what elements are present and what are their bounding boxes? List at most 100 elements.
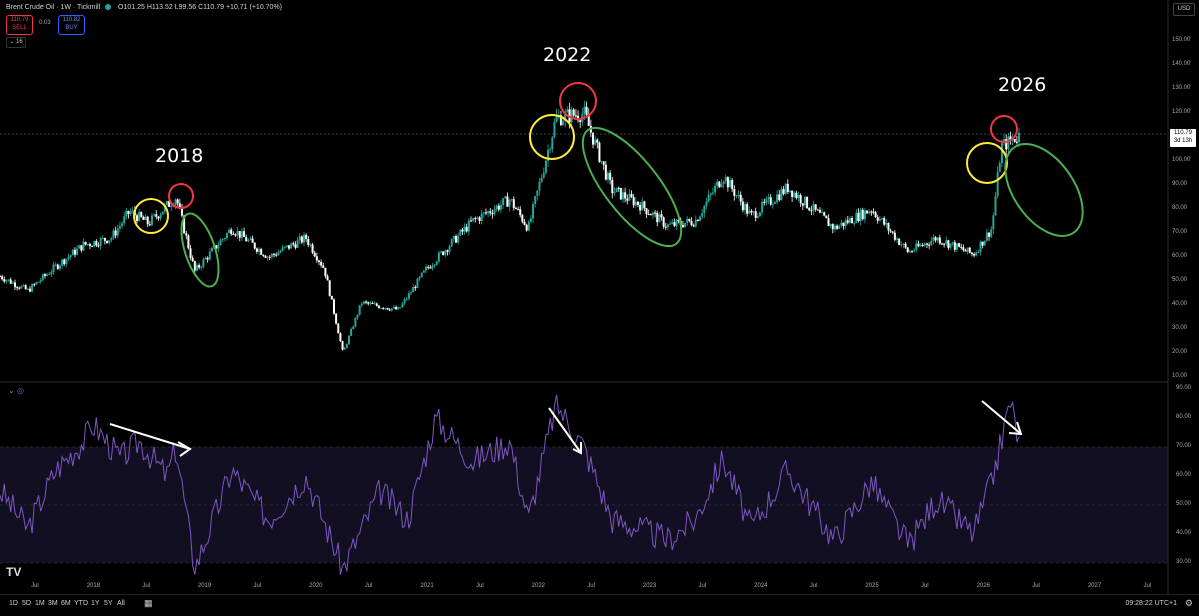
sell-label: SELL	[12, 25, 27, 31]
candle-body	[309, 244, 312, 246]
buy-button[interactable]: 110.82 BUY	[58, 15, 85, 35]
candle-body	[168, 200, 171, 207]
candle-body	[825, 215, 828, 219]
candle-body	[159, 214, 162, 219]
candle-body	[73, 249, 76, 255]
candle-body	[88, 243, 91, 246]
gear-icon[interactable]: ⚙	[1184, 598, 1193, 608]
candle-body	[938, 237, 941, 244]
candle-body	[544, 160, 547, 173]
candle-body	[778, 194, 781, 201]
candle-body	[898, 238, 901, 245]
candle-body	[178, 203, 181, 208]
candle-body	[555, 115, 558, 123]
candle-body	[228, 229, 231, 234]
candle-body	[11, 282, 14, 284]
candle-body	[362, 301, 365, 304]
candle-body	[236, 231, 239, 236]
range-button-5d[interactable]: 5D	[22, 600, 31, 607]
candle-body	[80, 245, 83, 251]
range-button-1y[interactable]: 1Y	[91, 600, 100, 607]
candle-body	[791, 190, 794, 197]
candle-body	[46, 274, 49, 276]
candle-body	[887, 223, 890, 231]
symbol-title[interactable]: Brent Crude Oil · 1W · Tickmill	[6, 4, 101, 11]
range-button-5y[interactable]: 5Y	[104, 600, 113, 607]
candle-body	[499, 204, 502, 210]
candle-body	[953, 242, 956, 250]
candle-body	[198, 265, 201, 268]
candle-body	[703, 205, 706, 214]
candle-body	[735, 195, 738, 197]
currency-selector[interactable]: USD	[1173, 3, 1195, 16]
candle-body	[626, 198, 629, 201]
candle-body	[651, 212, 654, 216]
chevron-down-icon[interactable]: ⌄	[8, 386, 15, 395]
candle-body	[600, 161, 603, 163]
candle-body	[3, 279, 6, 282]
candle-body	[202, 259, 205, 267]
candle-body	[136, 215, 139, 222]
candle-body	[990, 229, 993, 237]
ohlc-values: O101.25 H113.52 L99.56 C110.79 +10.71 (+…	[118, 4, 283, 11]
indicator-settings-icon[interactable]: ◎	[16, 386, 24, 395]
price-tick-label: 30.00	[1172, 325, 1188, 331]
range-button-ytd[interactable]: YTD	[74, 600, 88, 607]
candle-body	[243, 231, 246, 238]
candle-body	[373, 303, 376, 305]
range-button-all[interactable]: All	[117, 600, 125, 607]
candle-body	[823, 212, 826, 216]
candle-body	[369, 302, 372, 304]
candle-body	[842, 222, 845, 226]
candle-body	[313, 252, 316, 257]
candle-body	[317, 260, 320, 262]
range-button-3m[interactable]: 3M	[48, 600, 58, 607]
price-tick-label: 10.00	[1172, 373, 1188, 379]
candle-body	[977, 251, 980, 253]
calendar-icon[interactable]: ▦	[144, 598, 153, 608]
clock[interactable]: 09:28:22 UTC+1	[1125, 600, 1177, 607]
rsi-pane-controls[interactable]: ⌄ ◎	[8, 386, 24, 395]
candle-body	[24, 285, 27, 290]
candle-body	[579, 120, 582, 122]
tradingview-logo-icon[interactable]: TV	[6, 565, 22, 579]
candle-body	[645, 208, 648, 215]
indicators-toggle[interactable]: ⌄ 16	[6, 37, 26, 48]
candle-body	[440, 251, 443, 253]
candle-body	[512, 199, 515, 209]
candle-body	[577, 115, 580, 121]
candle-body	[67, 256, 70, 259]
candle-body	[748, 210, 751, 214]
candle-body	[988, 232, 991, 237]
candle-body	[666, 224, 669, 228]
candle-body	[523, 221, 526, 225]
candle-body	[949, 243, 952, 248]
candle-body	[292, 243, 295, 245]
sell-button[interactable]: 110.79 SELL	[6, 15, 33, 35]
candle-body	[315, 256, 318, 261]
symbol-legend[interactable]: Brent Crude Oil · 1W · Tickmill O101.25 …	[6, 4, 282, 11]
candle-body	[260, 249, 263, 255]
range-button-6m[interactable]: 6M	[61, 600, 71, 607]
candle-body	[996, 171, 999, 197]
candle-body	[846, 220, 849, 223]
candle-body	[821, 212, 824, 214]
candle-body	[106, 240, 109, 243]
sell-price: 110.79	[10, 17, 29, 23]
annotation-circle-red-2018	[168, 183, 194, 209]
candle-body	[829, 224, 832, 227]
candle-body	[936, 237, 939, 241]
candle-body	[641, 201, 644, 211]
candle-body	[193, 261, 196, 271]
candle-body	[180, 207, 183, 216]
candle-body	[943, 243, 946, 245]
candle-body	[31, 284, 34, 292]
candle-body	[784, 183, 787, 194]
candle-body	[155, 214, 158, 217]
range-button-1d[interactable]: 1D	[9, 600, 18, 607]
candle-body	[0, 276, 1, 278]
candle-body	[69, 255, 72, 257]
range-button-1m[interactable]: 1M	[35, 600, 45, 607]
candle-body	[448, 246, 451, 252]
